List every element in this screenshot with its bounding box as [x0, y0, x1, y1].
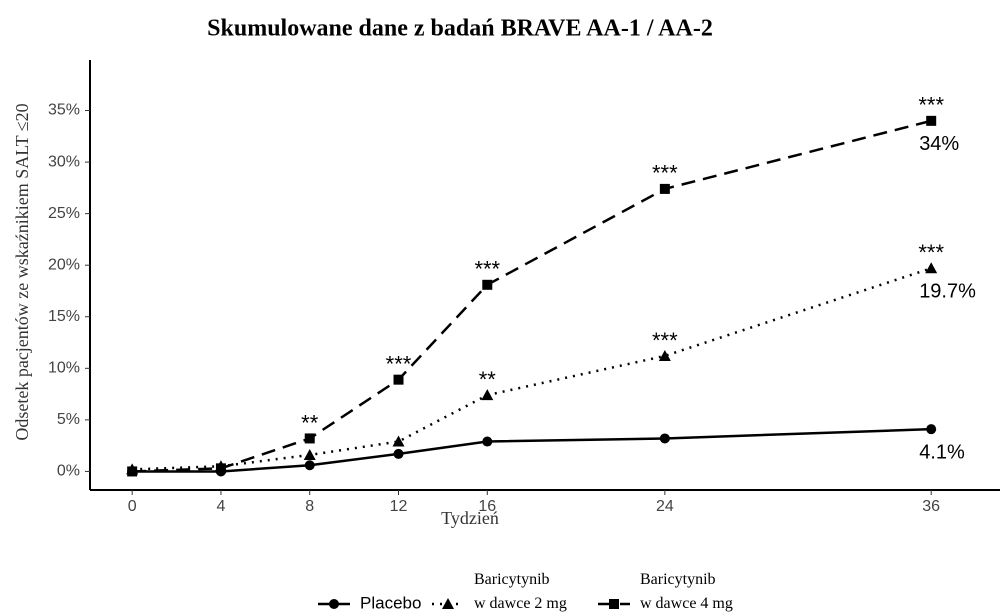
marker	[659, 433, 670, 444]
x-tick-label: 4	[216, 498, 225, 515]
x-tick-label: 0	[128, 498, 137, 515]
significance-label: ***	[386, 351, 412, 376]
marker	[659, 183, 670, 194]
x-tick-label: 16	[478, 498, 496, 515]
y-tick-label: 15%	[48, 308, 80, 325]
series-line	[132, 119, 932, 473]
marker	[482, 436, 493, 447]
legend-label-line: w dawce 2 mg	[474, 595, 567, 612]
significance-label: ***	[474, 257, 500, 282]
y-tick-label: 30%	[48, 153, 80, 170]
y-tick-label: 5%	[57, 411, 80, 428]
y-tick-label: 35%	[48, 102, 80, 119]
legend-label: Baricytynib w dawce 4 mg	[640, 571, 733, 612]
x-tick-label: 8	[305, 498, 314, 515]
marker	[926, 115, 937, 126]
y-tick-label: 25%	[48, 205, 80, 222]
significance-label: ***	[652, 328, 678, 353]
legend-label-line: w dawce 4 mg	[640, 595, 733, 612]
marker	[304, 433, 315, 444]
marker	[215, 463, 226, 474]
marker	[127, 466, 138, 477]
legend-label-line: Baricytynib	[640, 571, 716, 588]
value-label: 4.1%	[919, 441, 965, 463]
significance-label: ***	[652, 161, 678, 186]
x-tick-label: 24	[656, 498, 674, 515]
series-line	[132, 427, 932, 473]
marker	[481, 389, 494, 401]
marker	[304, 460, 315, 471]
marker	[609, 599, 619, 609]
marker	[926, 424, 937, 435]
value-label: 34%	[919, 133, 959, 155]
marker	[392, 435, 405, 447]
chart-title: Skumulowane dane z badań BRAVE AA-1 / AA…	[207, 16, 713, 42]
x-tick-label: 36	[922, 498, 940, 515]
series-line	[132, 267, 932, 471]
y-tick-label: 10%	[48, 360, 80, 377]
y-tick-label: 20%	[48, 256, 80, 273]
significance-label: ***	[918, 93, 944, 118]
significance-label: ***	[918, 240, 944, 265]
marker	[925, 262, 938, 274]
marker	[482, 279, 493, 290]
y-axis-label: Odsetek pacjentów ze wskaźnikiem SALT ≤2…	[12, 103, 32, 440]
marker	[658, 349, 671, 361]
legend-label: Baricytynib w dawce 2 mg	[474, 571, 567, 612]
x-axis-label: Tydzień	[441, 508, 499, 528]
significance-label: **	[301, 410, 319, 435]
marker	[303, 448, 316, 460]
value-label: 19.7%	[919, 281, 976, 303]
legend-label: Placebo	[360, 593, 421, 612]
marker	[442, 598, 454, 609]
y-tick-label: 0%	[57, 463, 80, 480]
marker	[329, 599, 339, 609]
legend-label-line: Baricytynib	[474, 571, 550, 588]
marker	[393, 374, 404, 385]
x-tick-label: 12	[390, 498, 408, 515]
significance-label: **	[479, 367, 497, 392]
marker	[393, 448, 404, 459]
